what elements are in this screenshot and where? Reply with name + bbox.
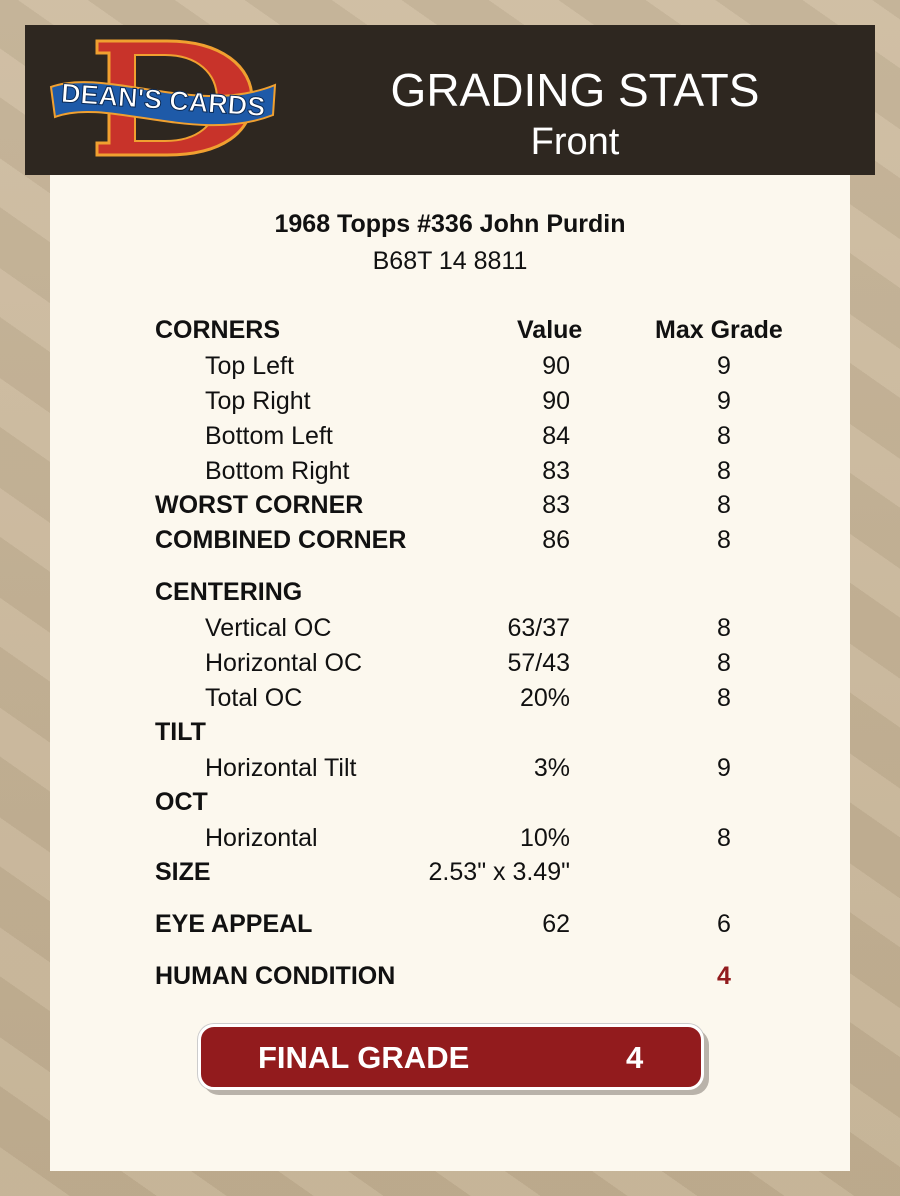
row-max-grade: 8 — [717, 457, 731, 485]
page-subtitle: Front — [530, 121, 620, 163]
table-row: Top Left 90 9 — [0, 352, 900, 382]
row-value: 90 — [542, 352, 570, 380]
row-max-grade: 9 — [717, 387, 731, 415]
row-max-grade: 8 — [717, 491, 731, 519]
row-value: 10% — [519, 824, 570, 852]
deans-cards-logo: DEAN'S CARDS — [49, 39, 277, 157]
row-value: 86 — [542, 526, 570, 554]
table-row: Vertical OC 63/37 8 — [0, 614, 900, 644]
row-value: 83 — [542, 491, 570, 519]
row-label: Bottom Left — [205, 422, 333, 450]
table-row: HUMAN CONDITION 4 — [0, 962, 900, 992]
row-value: 63/37 — [507, 614, 570, 642]
row-label: OCT — [155, 788, 208, 816]
row-value: 3% — [533, 754, 570, 782]
table-row: EYE APPEAL 62 6 — [0, 910, 900, 940]
stats-panel — [50, 175, 850, 1171]
row-value: 90 — [542, 387, 570, 415]
row-label: Total OC — [205, 684, 303, 712]
table-row: Total OC 20% 8 — [0, 684, 900, 714]
row-value: 20% — [519, 684, 570, 712]
row-max-grade: 6 — [717, 910, 731, 938]
table-row: Bottom Right 83 8 — [0, 457, 900, 487]
max-grade-column-header: Max Grade — [655, 316, 783, 344]
row-label: EYE APPEAL — [155, 910, 313, 938]
final-grade-value: 4 — [626, 1040, 644, 1075]
row-label: Horizontal OC — [205, 649, 362, 677]
row-max-grade: 8 — [717, 684, 731, 712]
table-row: Bottom Left 84 8 — [0, 422, 900, 452]
row-label: COMBINED CORNER — [155, 526, 407, 554]
table-row: Horizontal Tilt 3% 9 — [0, 754, 900, 784]
table-row: COMBINED CORNER 86 8 — [0, 526, 900, 556]
final-grade-badge: FINAL GRADE 4 — [198, 1024, 704, 1090]
row-label: Bottom Right — [205, 457, 350, 485]
row-label: CORNERS — [155, 316, 281, 344]
row-value: 62 — [542, 910, 570, 938]
row-label: SIZE — [155, 858, 211, 886]
table-row: Top Right 90 9 — [0, 387, 900, 417]
cert-number: B68T 14 8811 — [372, 247, 528, 275]
row-value: 84 — [542, 422, 570, 450]
card-name: 1968 Topps #336 John Purdin — [274, 210, 626, 238]
row-max-grade: 8 — [717, 422, 731, 450]
row-label: CENTERING — [155, 578, 303, 606]
row-value: 57/43 — [507, 649, 570, 677]
row-max-grade: 8 — [717, 824, 731, 852]
page-title: GRADING STATS — [390, 64, 760, 116]
value-column-header: Value — [517, 316, 583, 344]
row-max-grade: 9 — [717, 352, 731, 380]
row-value: 2.53" x 3.49" — [428, 858, 570, 886]
table-row: OCT — [0, 788, 900, 818]
row-max-grade: 8 — [717, 649, 731, 677]
row-label: HUMAN CONDITION — [155, 962, 396, 990]
table-row: Horizontal 10% 8 — [0, 824, 900, 854]
row-max-grade: 8 — [717, 526, 731, 554]
row-label: WORST CORNER — [155, 491, 364, 519]
row-max-grade: 4 — [717, 962, 731, 990]
row-label: TILT — [155, 718, 206, 746]
final-grade-label: FINAL GRADE — [258, 1040, 470, 1075]
row-label: Vertical OC — [205, 614, 332, 642]
row-value: 83 — [542, 457, 570, 485]
row-max-grade: 9 — [717, 754, 731, 782]
header-bar: DEAN'S CARDS GRADING STATS Front — [25, 25, 875, 175]
table-row: Horizontal OC 57/43 8 — [0, 649, 900, 679]
row-label: Top Right — [205, 387, 311, 415]
table-row: CENTERING — [0, 578, 900, 608]
table-row: TILT — [0, 718, 900, 748]
row-max-grade: 8 — [717, 614, 731, 642]
table-row: SIZE 2.53" x 3.49" — [0, 858, 900, 888]
row-label: Horizontal Tilt — [205, 754, 357, 782]
table-row: CORNERS — [0, 316, 900, 346]
row-label: Top Left — [205, 352, 294, 380]
row-label: Horizontal — [205, 824, 318, 852]
table-row: WORST CORNER 83 8 — [0, 491, 900, 521]
